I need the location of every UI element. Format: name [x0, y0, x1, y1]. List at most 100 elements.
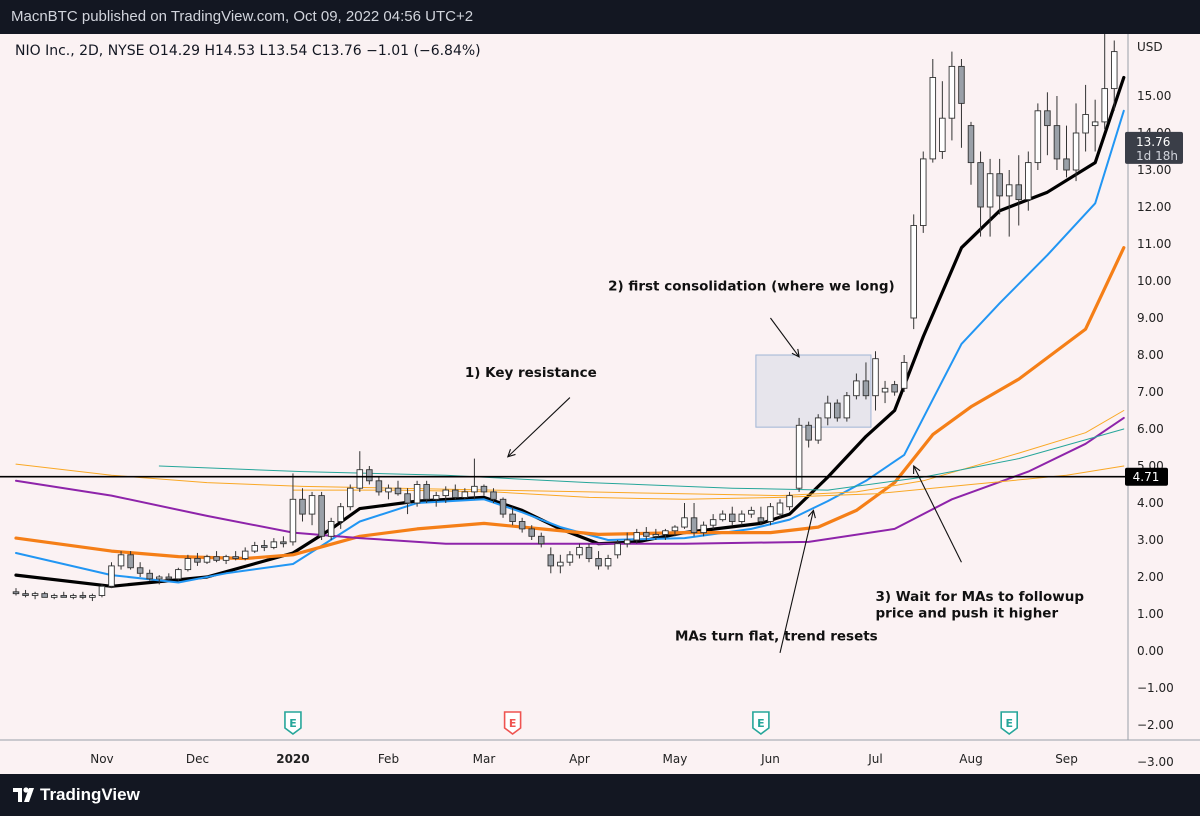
candle[interactable] — [585, 543, 593, 563]
candle[interactable] — [709, 514, 717, 529]
candle[interactable] — [1005, 170, 1013, 237]
candle[interactable] — [1025, 151, 1032, 211]
candle[interactable] — [872, 351, 879, 411]
candle[interactable] — [1063, 125, 1070, 178]
earnings-marker[interactable]: E — [752, 711, 770, 735]
candle[interactable] — [423, 480, 430, 503]
candle[interactable] — [432, 491, 440, 507]
candle[interactable] — [194, 552, 201, 566]
candle[interactable] — [60, 591, 68, 598]
candle[interactable] — [623, 532, 631, 548]
candle[interactable] — [986, 158, 994, 237]
candle[interactable] — [461, 488, 469, 500]
candle[interactable] — [757, 506, 765, 526]
candle[interactable] — [1034, 103, 1042, 170]
candle[interactable] — [671, 525, 679, 537]
candle[interactable] — [480, 484, 488, 496]
candle[interactable] — [261, 540, 268, 552]
earnings-marker[interactable]: E — [284, 711, 302, 735]
earnings-marker[interactable]: E — [503, 711, 522, 735]
candle[interactable] — [31, 591, 39, 600]
candle[interactable] — [891, 380, 898, 396]
candle[interactable] — [977, 151, 984, 237]
candle[interactable] — [299, 488, 306, 522]
candle[interactable] — [958, 59, 965, 148]
candle[interactable] — [996, 158, 1003, 215]
candle[interactable] — [89, 593, 96, 602]
candle[interactable] — [528, 525, 535, 540]
candle[interactable] — [614, 540, 621, 559]
candle[interactable] — [1015, 155, 1023, 226]
candle[interactable] — [232, 551, 239, 561]
candle[interactable] — [595, 551, 602, 570]
candle[interactable] — [690, 503, 698, 537]
candle[interactable] — [881, 380, 889, 404]
candle[interactable] — [12, 588, 20, 596]
candle[interactable] — [356, 451, 364, 492]
candle[interactable] — [652, 528, 660, 540]
candle[interactable] — [518, 517, 526, 533]
candle[interactable] — [165, 573, 173, 581]
candle[interactable] — [155, 575, 163, 585]
earnings-marker[interactable]: E — [1000, 711, 1018, 735]
candle[interactable] — [385, 484, 392, 500]
candle[interactable] — [853, 373, 860, 400]
candle[interactable] — [108, 562, 115, 589]
candle[interactable] — [213, 551, 220, 563]
candle[interactable] — [22, 589, 29, 598]
candle[interactable] — [939, 81, 946, 159]
candle[interactable] — [241, 547, 249, 561]
candle[interactable] — [967, 121, 975, 185]
candle[interactable] — [729, 506, 736, 526]
candle[interactable] — [327, 517, 335, 540]
candle[interactable] — [175, 567, 182, 581]
candle[interactable] — [499, 497, 507, 518]
candle[interactable] — [490, 488, 497, 503]
candle[interactable] — [136, 562, 144, 577]
candle[interactable] — [1082, 84, 1089, 152]
candle[interactable] — [814, 414, 822, 444]
candle[interactable] — [795, 417, 803, 492]
candle[interactable] — [805, 421, 812, 448]
candle[interactable] — [834, 399, 841, 422]
candle[interactable] — [900, 355, 908, 392]
candle[interactable] — [929, 59, 937, 163]
candle[interactable] — [452, 484, 459, 500]
candle[interactable] — [117, 551, 125, 570]
candle[interactable] — [681, 503, 688, 529]
candle[interactable] — [471, 458, 478, 500]
candle[interactable] — [347, 484, 354, 511]
candle[interactable] — [375, 477, 383, 496]
candle[interactable] — [413, 480, 421, 507]
candle[interactable] — [767, 503, 774, 526]
candle[interactable] — [79, 591, 87, 600]
candle[interactable] — [662, 528, 669, 540]
candle[interactable] — [308, 491, 316, 526]
candle[interactable] — [776, 499, 784, 518]
candles[interactable] — [12, 34, 1118, 602]
candle[interactable] — [280, 536, 287, 548]
chart-area[interactable] — [0, 34, 1200, 774]
candle[interactable] — [442, 486, 450, 503]
candle[interactable] — [146, 569, 153, 581]
candle[interactable] — [948, 51, 956, 141]
candle[interactable] — [394, 480, 402, 496]
candle[interactable] — [1101, 34, 1108, 130]
candle[interactable] — [633, 528, 641, 544]
candle[interactable] — [719, 510, 726, 522]
candle[interactable] — [337, 503, 344, 529]
candle[interactable] — [70, 593, 77, 600]
candle[interactable] — [566, 551, 574, 566]
candle[interactable] — [318, 491, 325, 540]
candle[interactable] — [862, 362, 870, 400]
candle[interactable] — [920, 151, 927, 233]
candle[interactable] — [289, 473, 297, 546]
candle[interactable] — [643, 527, 650, 540]
candle[interactable] — [1072, 103, 1080, 182]
candle[interactable] — [222, 554, 230, 565]
candle[interactable] — [538, 532, 545, 548]
candle[interactable] — [1110, 40, 1118, 111]
candle[interactable] — [251, 541, 258, 553]
candle[interactable] — [738, 510, 746, 526]
candle[interactable] — [824, 395, 832, 426]
